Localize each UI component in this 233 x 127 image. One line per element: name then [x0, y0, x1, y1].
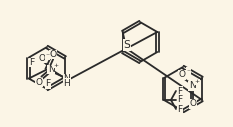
Text: O: O [39, 54, 46, 63]
Text: O: O [178, 70, 185, 80]
Text: N: N [63, 74, 70, 83]
Text: O: O [190, 99, 197, 108]
Text: F: F [45, 80, 51, 89]
Text: F: F [177, 105, 182, 114]
Text: ⁻: ⁻ [186, 67, 190, 76]
Text: +: + [53, 63, 58, 68]
Text: F: F [177, 96, 182, 105]
Text: S: S [123, 40, 130, 50]
Text: O: O [49, 50, 56, 59]
Text: H: H [63, 78, 70, 88]
Text: N: N [48, 65, 55, 74]
Text: ⁻: ⁻ [45, 51, 49, 60]
Text: N: N [189, 82, 195, 91]
Text: O: O [36, 78, 43, 87]
Text: +: + [195, 80, 199, 84]
Text: F: F [29, 58, 34, 67]
Text: F: F [177, 86, 182, 96]
